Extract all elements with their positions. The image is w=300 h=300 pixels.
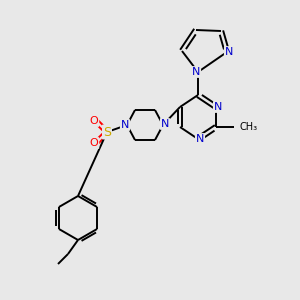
Text: N: N — [214, 102, 222, 112]
Text: N: N — [121, 120, 129, 130]
Text: N: N — [192, 67, 200, 77]
Text: O: O — [90, 116, 98, 126]
Text: N: N — [196, 134, 204, 144]
Text: S: S — [103, 125, 111, 139]
Text: N: N — [161, 119, 169, 129]
Text: N: N — [225, 47, 233, 57]
Text: CH₃: CH₃ — [240, 122, 258, 132]
Text: O: O — [90, 138, 98, 148]
